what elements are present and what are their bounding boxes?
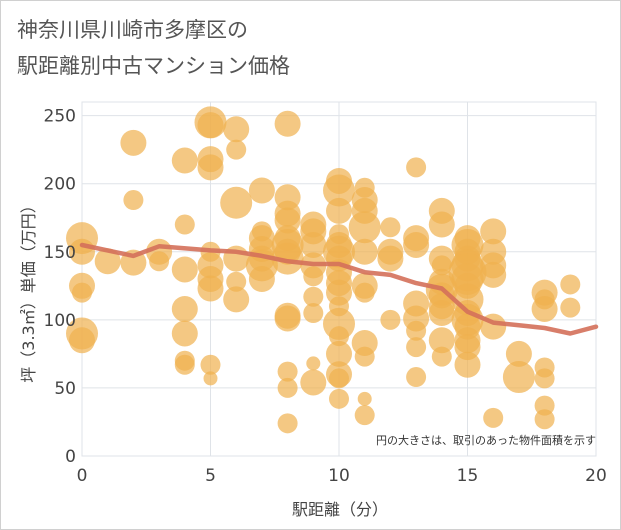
data-point	[120, 129, 147, 156]
data-point	[174, 214, 195, 235]
y-tick-label: 250	[44, 107, 76, 127]
x-tick-label: 0	[77, 466, 88, 486]
data-point	[357, 391, 372, 406]
data-point	[274, 110, 301, 137]
data-point	[303, 303, 324, 324]
data-point	[149, 251, 170, 272]
data-point	[197, 112, 224, 139]
y-tick-label: 200	[44, 175, 76, 195]
data-point	[171, 320, 198, 347]
trend-line	[79, 242, 599, 336]
data-point	[94, 248, 121, 275]
data-point	[171, 147, 198, 174]
data-point	[223, 116, 250, 143]
data-point	[480, 261, 507, 288]
data-point	[329, 388, 349, 409]
data-point	[454, 351, 481, 378]
y-tick-label: 150	[44, 243, 76, 263]
data-point	[354, 405, 375, 426]
data-point	[300, 369, 327, 396]
bubbles	[66, 106, 581, 434]
data-point	[303, 266, 324, 287]
y-tick-label: 100	[44, 311, 76, 331]
data-point	[329, 368, 349, 389]
data-point	[428, 300, 455, 327]
data-point	[354, 282, 375, 303]
data-point	[277, 377, 298, 398]
data-point	[406, 337, 427, 358]
data-point	[123, 190, 144, 211]
data-point	[326, 340, 352, 367]
data-point	[326, 197, 352, 224]
data-point	[277, 413, 298, 434]
data-point	[223, 286, 250, 313]
data-point	[323, 174, 355, 207]
data-point	[380, 217, 401, 238]
data-point	[226, 271, 247, 292]
data-point	[197, 275, 224, 302]
y-tick-labels: 0 50 100 150 200 250	[44, 107, 76, 467]
title-line-1: 神奈川県川崎市多摩区の	[17, 18, 248, 42]
data-point	[428, 211, 455, 238]
y-axis-title: 坪（3.3㎡）単価（万円）	[19, 197, 38, 382]
chart-title: 神奈川県川崎市多摩区の 駅距離別中古マンション価格	[17, 12, 290, 84]
data-point	[220, 186, 253, 219]
data-point	[560, 274, 581, 295]
data-point	[300, 231, 327, 258]
x-tick-label: 20	[585, 466, 607, 486]
data-point	[351, 238, 378, 265]
data-point	[277, 361, 298, 382]
data-point	[306, 356, 321, 371]
y-tick-label: 0	[65, 447, 76, 467]
data-point	[348, 211, 381, 244]
data-point	[171, 256, 198, 283]
data-point	[69, 327, 95, 354]
data-point	[329, 326, 349, 347]
data-point	[271, 242, 304, 275]
annotation: 円の大きさは、取引のあった物件面積を示す	[376, 433, 596, 447]
data-point	[72, 282, 92, 303]
x-tick-labels: 0 5 10 15 20	[77, 466, 607, 486]
trend-line-layer	[79, 242, 599, 336]
data-point	[174, 354, 195, 375]
x-tick-label: 10	[328, 466, 350, 486]
data-point	[274, 305, 301, 332]
x-axis-title: 駅距離（分）	[292, 500, 388, 519]
data-point	[428, 327, 455, 354]
data-point	[483, 407, 504, 428]
data-point	[534, 368, 555, 389]
data-point	[200, 354, 221, 375]
data-point	[531, 295, 558, 322]
data-point	[171, 295, 198, 322]
data-point	[560, 297, 581, 318]
data-point	[403, 231, 430, 258]
data-point	[505, 340, 532, 367]
data-point	[406, 320, 427, 341]
data-point	[380, 309, 401, 330]
data-point	[303, 286, 324, 307]
data-point	[377, 245, 404, 272]
data-point	[354, 346, 375, 367]
y-tick-label: 50	[54, 379, 76, 399]
data-point	[502, 361, 535, 394]
data-point	[534, 409, 555, 430]
data-point	[248, 177, 275, 204]
data-point	[226, 139, 247, 160]
data-point	[431, 346, 452, 367]
data-point	[203, 371, 218, 386]
x-tick-label: 5	[205, 466, 216, 486]
data-point	[480, 218, 507, 245]
title-line-2: 駅距離別中古マンション価格	[17, 54, 290, 78]
x-tick-label: 15	[457, 466, 479, 486]
data-point	[406, 367, 427, 388]
data-point	[197, 154, 224, 181]
data-point	[248, 266, 275, 292]
data-point	[406, 157, 427, 178]
